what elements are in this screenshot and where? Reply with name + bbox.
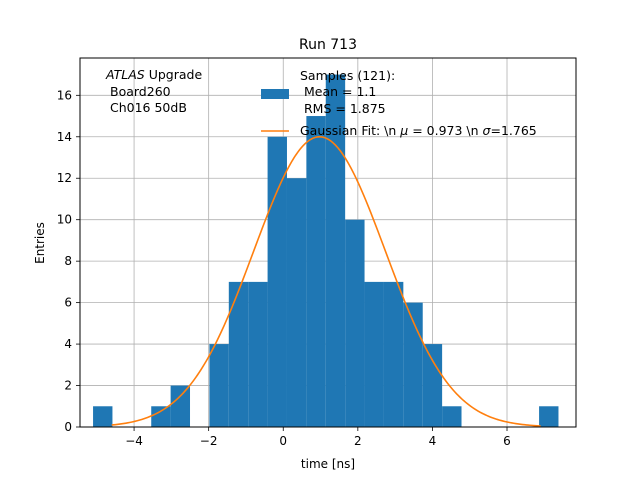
- plot-frame: [79, 57, 577, 428]
- y-tick-label: 10: [57, 213, 72, 227]
- legend-fit-mid: = 0.973 \n: [408, 123, 482, 138]
- x-tick-label: 2: [354, 434, 362, 448]
- chart-title: Run 713: [299, 37, 357, 53]
- legend-fit-mu: μ: [399, 123, 408, 138]
- legend-hist-line-1: Samples (121):: [300, 68, 395, 83]
- histogram-bar: [345, 219, 365, 427]
- histogram-bar: [325, 74, 346, 428]
- histogram-bar: [306, 116, 326, 427]
- y-axis-ticks: 0 2 4 6 8 10 12 14 16: [57, 88, 80, 434]
- y-tick-label: 4: [64, 337, 72, 351]
- x-tick-label: −2: [200, 434, 218, 448]
- legend-fit-label: Gaussian Fit: \n μ = 0.973 \n σ=1.765: [300, 123, 537, 138]
- legend: Samples (121): Mean = 1.1 RMS = 1.875 Ga…: [261, 68, 537, 138]
- histogram-bar: [422, 344, 443, 427]
- histogram-bar: [539, 406, 559, 427]
- x-tick-label: −4: [125, 434, 143, 448]
- histogram-bar: [209, 344, 229, 427]
- annotation-line-1: ATLAS Upgrade: [105, 67, 202, 82]
- histogram-bar: [170, 385, 191, 427]
- histogram-bar: [267, 136, 287, 428]
- histogram-bar: [151, 406, 171, 427]
- histogram-bar: [248, 281, 268, 427]
- legend-hist-line-3: RMS = 1.875: [304, 101, 386, 116]
- y-tick-label: 12: [57, 171, 72, 185]
- annotation-block: ATLAS Upgrade Board260 Ch016 50dB: [105, 67, 202, 115]
- histogram-bar: [442, 406, 462, 427]
- legend-hist-line-2: Mean = 1.1: [304, 84, 376, 99]
- x-axis-label: time [ns]: [301, 457, 355, 471]
- y-tick-label: 6: [64, 296, 72, 310]
- histogram-bars: [93, 74, 559, 428]
- x-tick-label: 0: [279, 434, 287, 448]
- histogram-bar: [383, 281, 404, 427]
- legend-fit-sigma: σ: [483, 123, 492, 138]
- y-tick-label: 8: [64, 254, 72, 268]
- annotation-line-3: Ch016 50dB: [110, 100, 187, 115]
- annotation-experiment-suffix: Upgrade: [145, 67, 203, 82]
- y-tick-label: 2: [64, 379, 72, 393]
- histogram-bar: [93, 406, 113, 427]
- x-tick-label: 4: [429, 434, 437, 448]
- gaussian-fit-curve: [111, 135, 541, 427]
- legend-fit-pre: Gaussian Fit: \n: [300, 123, 400, 138]
- histogram-bar: [286, 178, 307, 427]
- histogram-bar: [364, 281, 384, 427]
- legend-fit-post: =1.765: [490, 123, 536, 138]
- x-tick-label: 6: [503, 434, 511, 448]
- y-tick-label: 14: [57, 130, 72, 144]
- histogram-bar: [228, 281, 249, 427]
- legend-histogram-swatch: [261, 89, 289, 99]
- annotation-experiment: ATLAS: [105, 67, 145, 82]
- y-tick-label: 0: [64, 420, 72, 434]
- x-axis-ticks: −4 −2 0 2 4 6: [125, 427, 511, 448]
- y-tick-label: 16: [57, 88, 72, 102]
- y-axis-label: Entries: [33, 222, 47, 264]
- annotation-line-2: Board260: [110, 84, 171, 99]
